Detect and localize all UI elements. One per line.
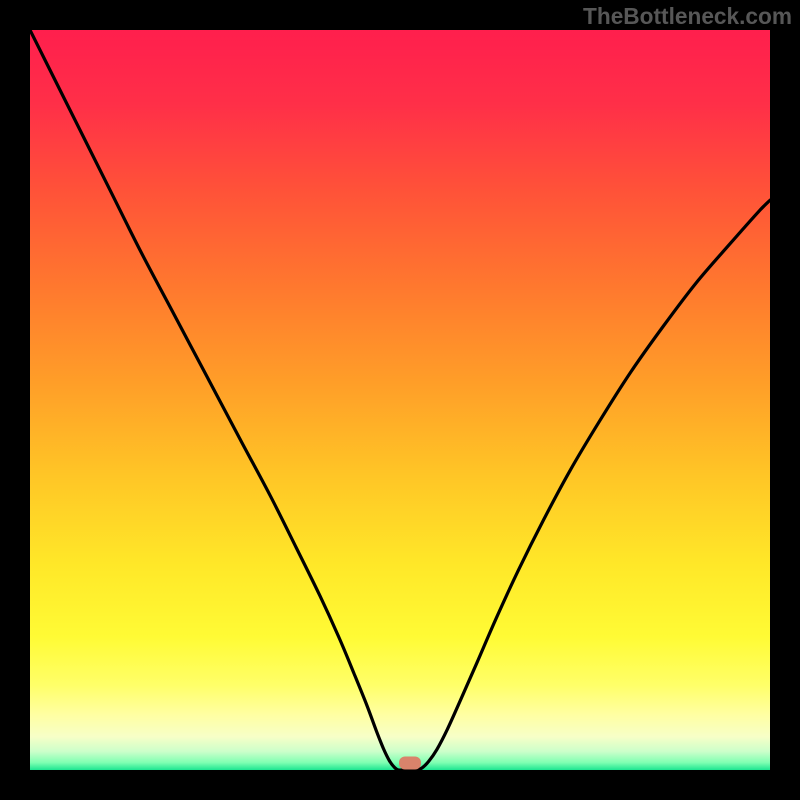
bottleneck-curve (30, 30, 770, 770)
watermark-text: TheBottleneck.com (583, 3, 792, 30)
optimal-point-marker (399, 757, 421, 770)
plot-area (30, 30, 770, 770)
